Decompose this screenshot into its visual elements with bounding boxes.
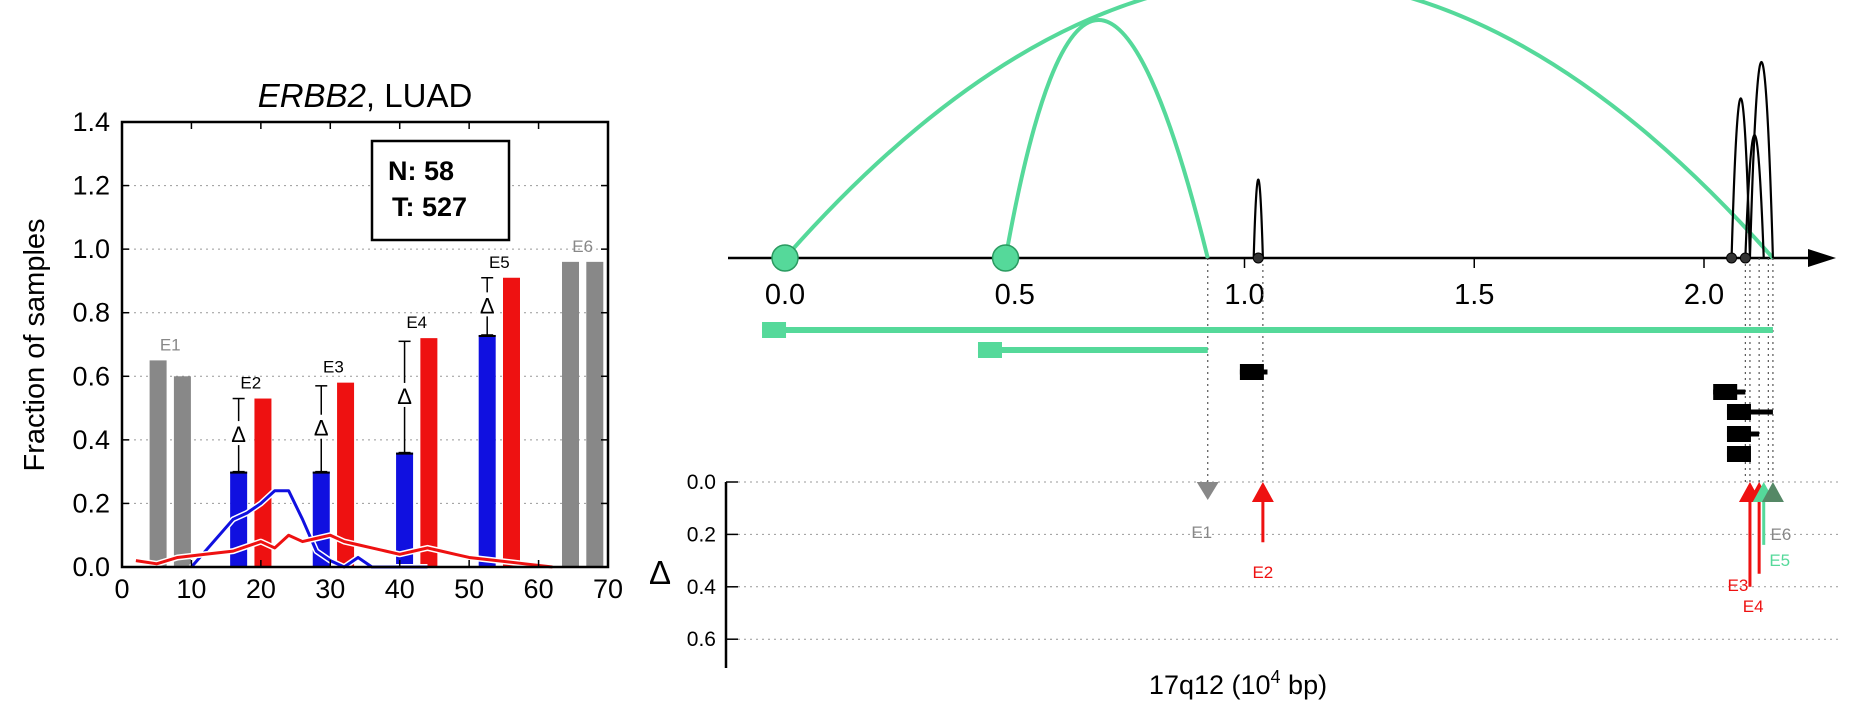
chart-title: ERBB2, LUAD <box>258 77 473 114</box>
y-axis-label: Fraction of samples <box>19 218 51 471</box>
x-tick-label: 40 <box>385 574 415 604</box>
splice-arc <box>783 0 1775 260</box>
delta-label: Δ <box>480 293 495 318</box>
event-label: E1 <box>1191 523 1212 542</box>
delta-tick-label: 0.6 <box>687 628 716 651</box>
title-gene: ERBB2 <box>258 77 366 114</box>
x-axis-label-exponent: 4 <box>1271 667 1281 687</box>
x-axis-label-main: 17q12 (10 <box>1149 670 1271 700</box>
tumor-count: T: 527 <box>392 192 467 222</box>
splice-arc <box>1748 60 1775 259</box>
event-label: E5 <box>489 253 510 272</box>
event-label: E1 <box>160 335 181 354</box>
event-label: E3 <box>323 358 344 377</box>
event-label: E2 <box>1252 563 1273 582</box>
bar <box>149 360 167 567</box>
event-label: E4 <box>1743 597 1764 616</box>
delta-bg <box>393 382 416 407</box>
splicing-diagram: 0.0 0.5 1.0 1.5 2.0 0.0 0.2 0.4 0.6 Δ E1 E2 E3 E4 E5 E6… <box>649 0 1838 700</box>
x-tick-label: 10 <box>176 574 206 604</box>
bar <box>254 398 272 567</box>
exon-fraction-chart: E1 Δ E2 Δ E3 Δ E4 Δ E5 E6 0 10 20 30 40 50 60 70 0.0 0.2 0.4… <box>19 77 623 604</box>
x-axis-label: 17q12 (104 bp) <box>1149 667 1327 700</box>
series-line <box>135 533 553 569</box>
position-marker <box>771 244 799 272</box>
y-tick-label: 1.4 <box>72 107 110 137</box>
axis-tick-label: 0.0 <box>765 279 805 311</box>
event-arrow <box>1196 482 1219 500</box>
delta-tick-label: 0.0 <box>687 471 716 494</box>
event-label: E6 <box>1771 525 1792 544</box>
delta-label: Δ <box>314 416 329 441</box>
x-tick-label: 50 <box>454 574 484 604</box>
splice-arc <box>1730 97 1752 259</box>
bar <box>478 334 496 567</box>
event-label: E4 <box>406 313 427 332</box>
y-tick-label: 0.0 <box>72 552 110 582</box>
plot-frame <box>120 120 610 569</box>
sample-count-box <box>370 139 511 242</box>
position-marker <box>1252 252 1264 264</box>
x-tick-label: 0 <box>114 574 129 604</box>
delta-bg <box>476 292 499 317</box>
axis-arrow-icon <box>1808 249 1836 267</box>
delta-tick-label: 0.2 <box>687 523 716 546</box>
event-arrow <box>1251 482 1274 502</box>
y-tick-label: 0.4 <box>72 425 110 455</box>
y-tick-label: 0.8 <box>72 298 110 328</box>
event-label: E6 <box>572 237 593 256</box>
bar <box>586 261 604 567</box>
transcript-exon <box>1726 404 1751 420</box>
position-marker <box>1726 252 1738 264</box>
y-tick-label: 1.0 <box>72 234 110 264</box>
x-tick-label: 70 <box>593 574 623 604</box>
transcript-exon <box>1239 364 1264 380</box>
x-tick-label: 60 <box>524 574 554 604</box>
bar <box>396 452 414 567</box>
bar <box>562 261 580 567</box>
delta-label: Δ <box>397 384 412 409</box>
event-label: E2 <box>240 374 261 393</box>
position-marker <box>1739 252 1751 264</box>
delta-axis-label: Δ <box>649 554 671 591</box>
y-tick-label: 1.2 <box>72 171 110 201</box>
transcript-exon <box>1726 446 1751 462</box>
normal-count: N: 58 <box>388 156 454 186</box>
delta-bg <box>227 421 250 446</box>
splice-arc <box>1252 178 1264 259</box>
event-arrow <box>1761 482 1784 502</box>
position-marker <box>991 244 1020 272</box>
splice-arc <box>1003 18 1210 259</box>
transcript-exon <box>762 322 787 338</box>
bar <box>420 338 438 567</box>
delta-tick-label: 0.4 <box>687 576 717 599</box>
transcript-exon <box>977 342 1002 358</box>
bar <box>337 382 355 567</box>
delta-bg <box>310 414 333 439</box>
x-tick-label: 30 <box>315 574 345 604</box>
x-tick-label: 20 <box>246 574 276 604</box>
axis-tick-label: 0.5 <box>995 279 1035 311</box>
y-tick-label: 0.2 <box>72 488 110 518</box>
bar <box>173 376 191 567</box>
axis-tick-label: 1.5 <box>1454 279 1494 311</box>
y-tick-label: 0.6 <box>72 361 110 391</box>
event-label: E3 <box>1728 576 1749 595</box>
event-label: E5 <box>1769 551 1790 570</box>
transcript-exon <box>1726 426 1751 442</box>
delta-label: Δ <box>231 422 246 447</box>
title-cohort: , LUAD <box>366 77 472 114</box>
bar <box>502 277 520 567</box>
x-axis-label-unit: bp) <box>1281 670 1328 700</box>
axis-tick-label: 2.0 <box>1684 279 1724 311</box>
bar <box>312 471 330 567</box>
axis-tick-label: 1.0 <box>1224 279 1264 311</box>
transcript-exon <box>1713 384 1738 400</box>
